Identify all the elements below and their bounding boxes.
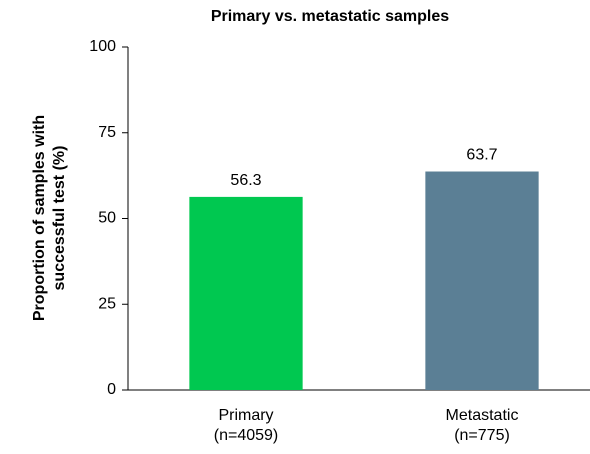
x-tick-label: Metastatic bbox=[446, 407, 519, 424]
y-axis-label: successful test (%) bbox=[51, 146, 68, 291]
bar bbox=[189, 196, 303, 390]
bar bbox=[425, 171, 539, 390]
value-label: 56.3 bbox=[230, 172, 261, 189]
y-tick-label: 25 bbox=[98, 295, 116, 312]
chart-title: Primary vs. metastatic samples bbox=[211, 8, 449, 25]
y-tick-label: 100 bbox=[89, 38, 116, 55]
y-tick-label: 50 bbox=[98, 210, 116, 227]
x-tick-label: Primary bbox=[218, 407, 273, 424]
x-tick-label: (n=4059) bbox=[214, 427, 279, 444]
value-label: 63.7 bbox=[466, 147, 497, 164]
y-axis-label: Proportion of samples with bbox=[31, 115, 48, 321]
y-tick-label: 0 bbox=[107, 381, 116, 398]
y-tick-label: 75 bbox=[98, 124, 116, 141]
x-tick-label: (n=775) bbox=[454, 427, 510, 444]
